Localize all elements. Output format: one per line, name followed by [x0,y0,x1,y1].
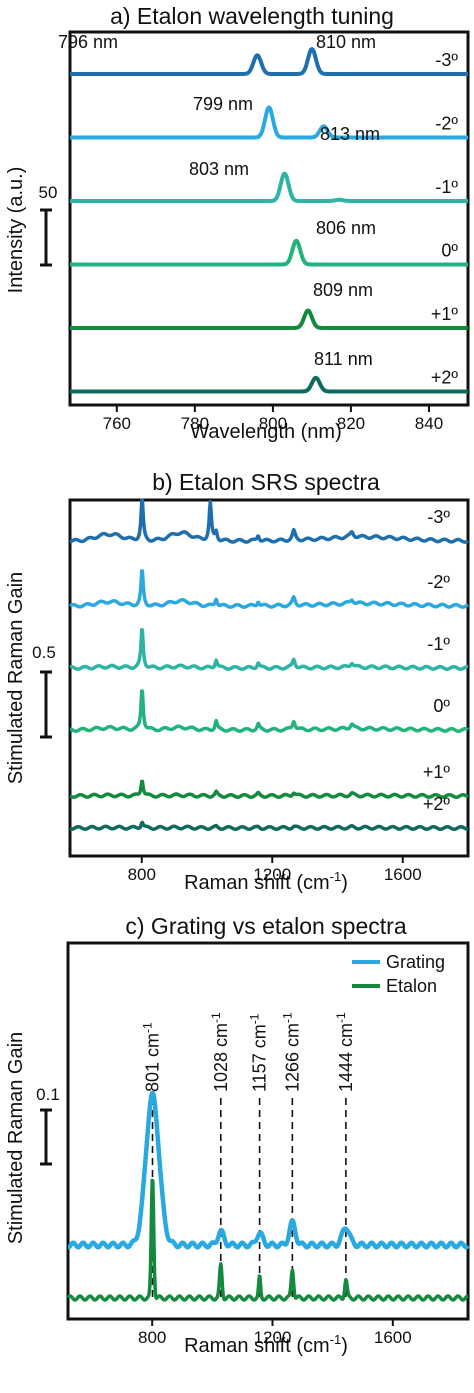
panel-b: b) Etalon SRS spectra -3º-2º-1º0º+1º+2º … [5,469,470,894]
panel-a-tick-label-760: 760 [103,414,131,433]
panel-a-line-0 [69,238,469,267]
panel-b-series-label-4: +1º [423,762,451,782]
panel-b-x-axis-label: Raman shift (cm-1) [184,869,348,894]
panel-c-x-axis-label-superscript: -1 [330,1332,342,1347]
panel-a-line-3 [69,47,469,76]
panel-a-curves: -3º -2º -1º 0º +1º +2º 796 nm 810 nm 799 nm 813 n… [58,32,469,394]
panel-c-peak-label-1157: 1157 cm-1 [248,1013,270,1092]
panel-c-x-axis-label-main: Raman shift (cm [184,1335,330,1357]
panel-b-line-2 [68,569,470,609]
panel-a-y-axis-label: Intensity (a.u.) [5,167,27,294]
panel-c-line-etalon [66,1178,470,1302]
panel-b-title: b) Etalon SRS spectra [152,469,380,495]
panel-c-tick-label-1200: 1200 [254,1328,292,1347]
panel-c-x-ticks: 800 1200 1600 [138,1319,412,1347]
panel-a-series-label-1: -2º [435,114,458,134]
panel-b-line-2 [68,820,470,831]
panel-a-peak-label-1: 810 nm [316,32,376,52]
legend-label-etalon: Etalon [386,976,437,996]
panel-b-line-1 [68,628,470,671]
panel-a-tick-label-820: 820 [337,414,365,433]
panel-a-line-2 [69,375,469,394]
panel-c: c) Grating vs etalon spectra 801 cm-1 102… [5,913,470,1357]
panel-b-x-axis-label-superscript: -1 [330,869,342,884]
panel-a-x-ticks: 760 780 800 820 840 [103,405,443,433]
panel-a-peak-label-3: 813 nm [320,124,380,144]
panel-c-peak-lines: 801 cm-1 1028 cm-1 1157 cm-1 1266 cm-1 1444 … [141,1012,356,1300]
legend-label-grating: Grating [386,952,445,972]
panel-b-series-label-0: -3º [427,507,450,527]
panel-a-peak-label-4: 803 nm [189,159,249,179]
panel-a-series-label-5: +2º [431,368,459,388]
panel-b-frame [68,498,470,858]
panel-b-x-axis-label-main: Raman shift (cm [184,872,330,894]
panel-c-peak-label-801: 801 cm-1 [141,1022,163,1092]
panel-a-tick-label-780: 780 [181,414,209,433]
panel-b-line-3 [68,498,470,544]
panel-c-peak-label-1266: 1266 cm-1 [280,1012,302,1092]
panel-c-peak-label-1028: 1028 cm-1 [209,1012,231,1092]
panel-c-legend: Grating Etalon [352,952,445,996]
panel-a-peak-label-5: 806 nm [316,218,376,238]
panel-c-tick-label-800: 800 [138,1328,166,1347]
panel-b-tick-label-1600: 1600 [384,865,422,884]
panel-a-series-label-2: -1º [435,177,458,197]
panel-a-tick-label-800: 800 [259,414,287,433]
panel-a-x-axis-label: Wavelength (nm) [190,421,342,443]
panel-a-line-2 [69,105,469,140]
panel-a-title: a) Etalon wavelength tuning [110,3,394,29]
panel-a-peak-label-7: 811 nm [314,349,373,369]
panel-b-line-1 [68,779,470,799]
panel-b-x-ticks: 800 1200 1600 [128,856,422,884]
panel-a-series-label-3: 0º [441,241,458,261]
panel-a-peak-label-6: 809 nm [313,280,373,300]
panel-a-line-1 [69,171,469,203]
panel-b-x-axis-label-end: ) [341,872,348,894]
panel-a-line-1 [69,308,469,330]
panel-b-series-label-1: -2º [427,572,450,592]
panel-a-series-label-4: +1º [431,304,459,324]
panel-c-y-axis-label: Stimulated Raman Gain [5,1032,27,1244]
panel-c-line-grating [66,1090,470,1250]
panel-b-tick-label-1200: 1200 [253,865,291,884]
panel-a-frame [68,30,470,407]
panel-a: a) Etalon wavelength tuning -3º -2º -1º 0º +… [5,3,470,443]
panel-c-x-axis-label-end: ) [341,1335,348,1357]
panel-c-scale-bar-label: 0.1 [36,1085,60,1104]
panel-b-series-label-2: -1º [427,634,450,654]
panel-a-peak-label-0: 796 nm [58,32,118,52]
panel-b-curves: -3º -2º -1º 0º +1º +2º [68,498,470,831]
panel-a-series-label-0: -3º [435,50,458,70]
panel-c-title: c) Grating vs etalon spectra [125,913,406,939]
panel-c-peak-label-1444: 1444 cm-1 [334,1012,356,1092]
panel-c-curves [66,1090,470,1302]
panel-a-scale-bar-label: 50 [39,183,58,202]
panel-b-series-label-3: 0º [433,696,450,716]
panel-b-y-axis-label: Stimulated Raman Gain [5,572,27,784]
panel-c-x-axis-label: Raman shift (cm-1) [184,1332,348,1357]
panel-a-tick-label-840: 840 [415,414,443,433]
panel-b-tick-label-800: 800 [128,865,156,884]
panel-b-scale-bar-label: 0.5 [32,643,56,662]
panel-c-tick-label-1600: 1600 [374,1328,412,1347]
panel-c-frame [66,941,470,1321]
panel-b-series-label-5: +2º [423,794,451,814]
panel-b-line-0 [68,689,470,733]
panel-a-peak-label-2: 799 nm [193,94,253,114]
